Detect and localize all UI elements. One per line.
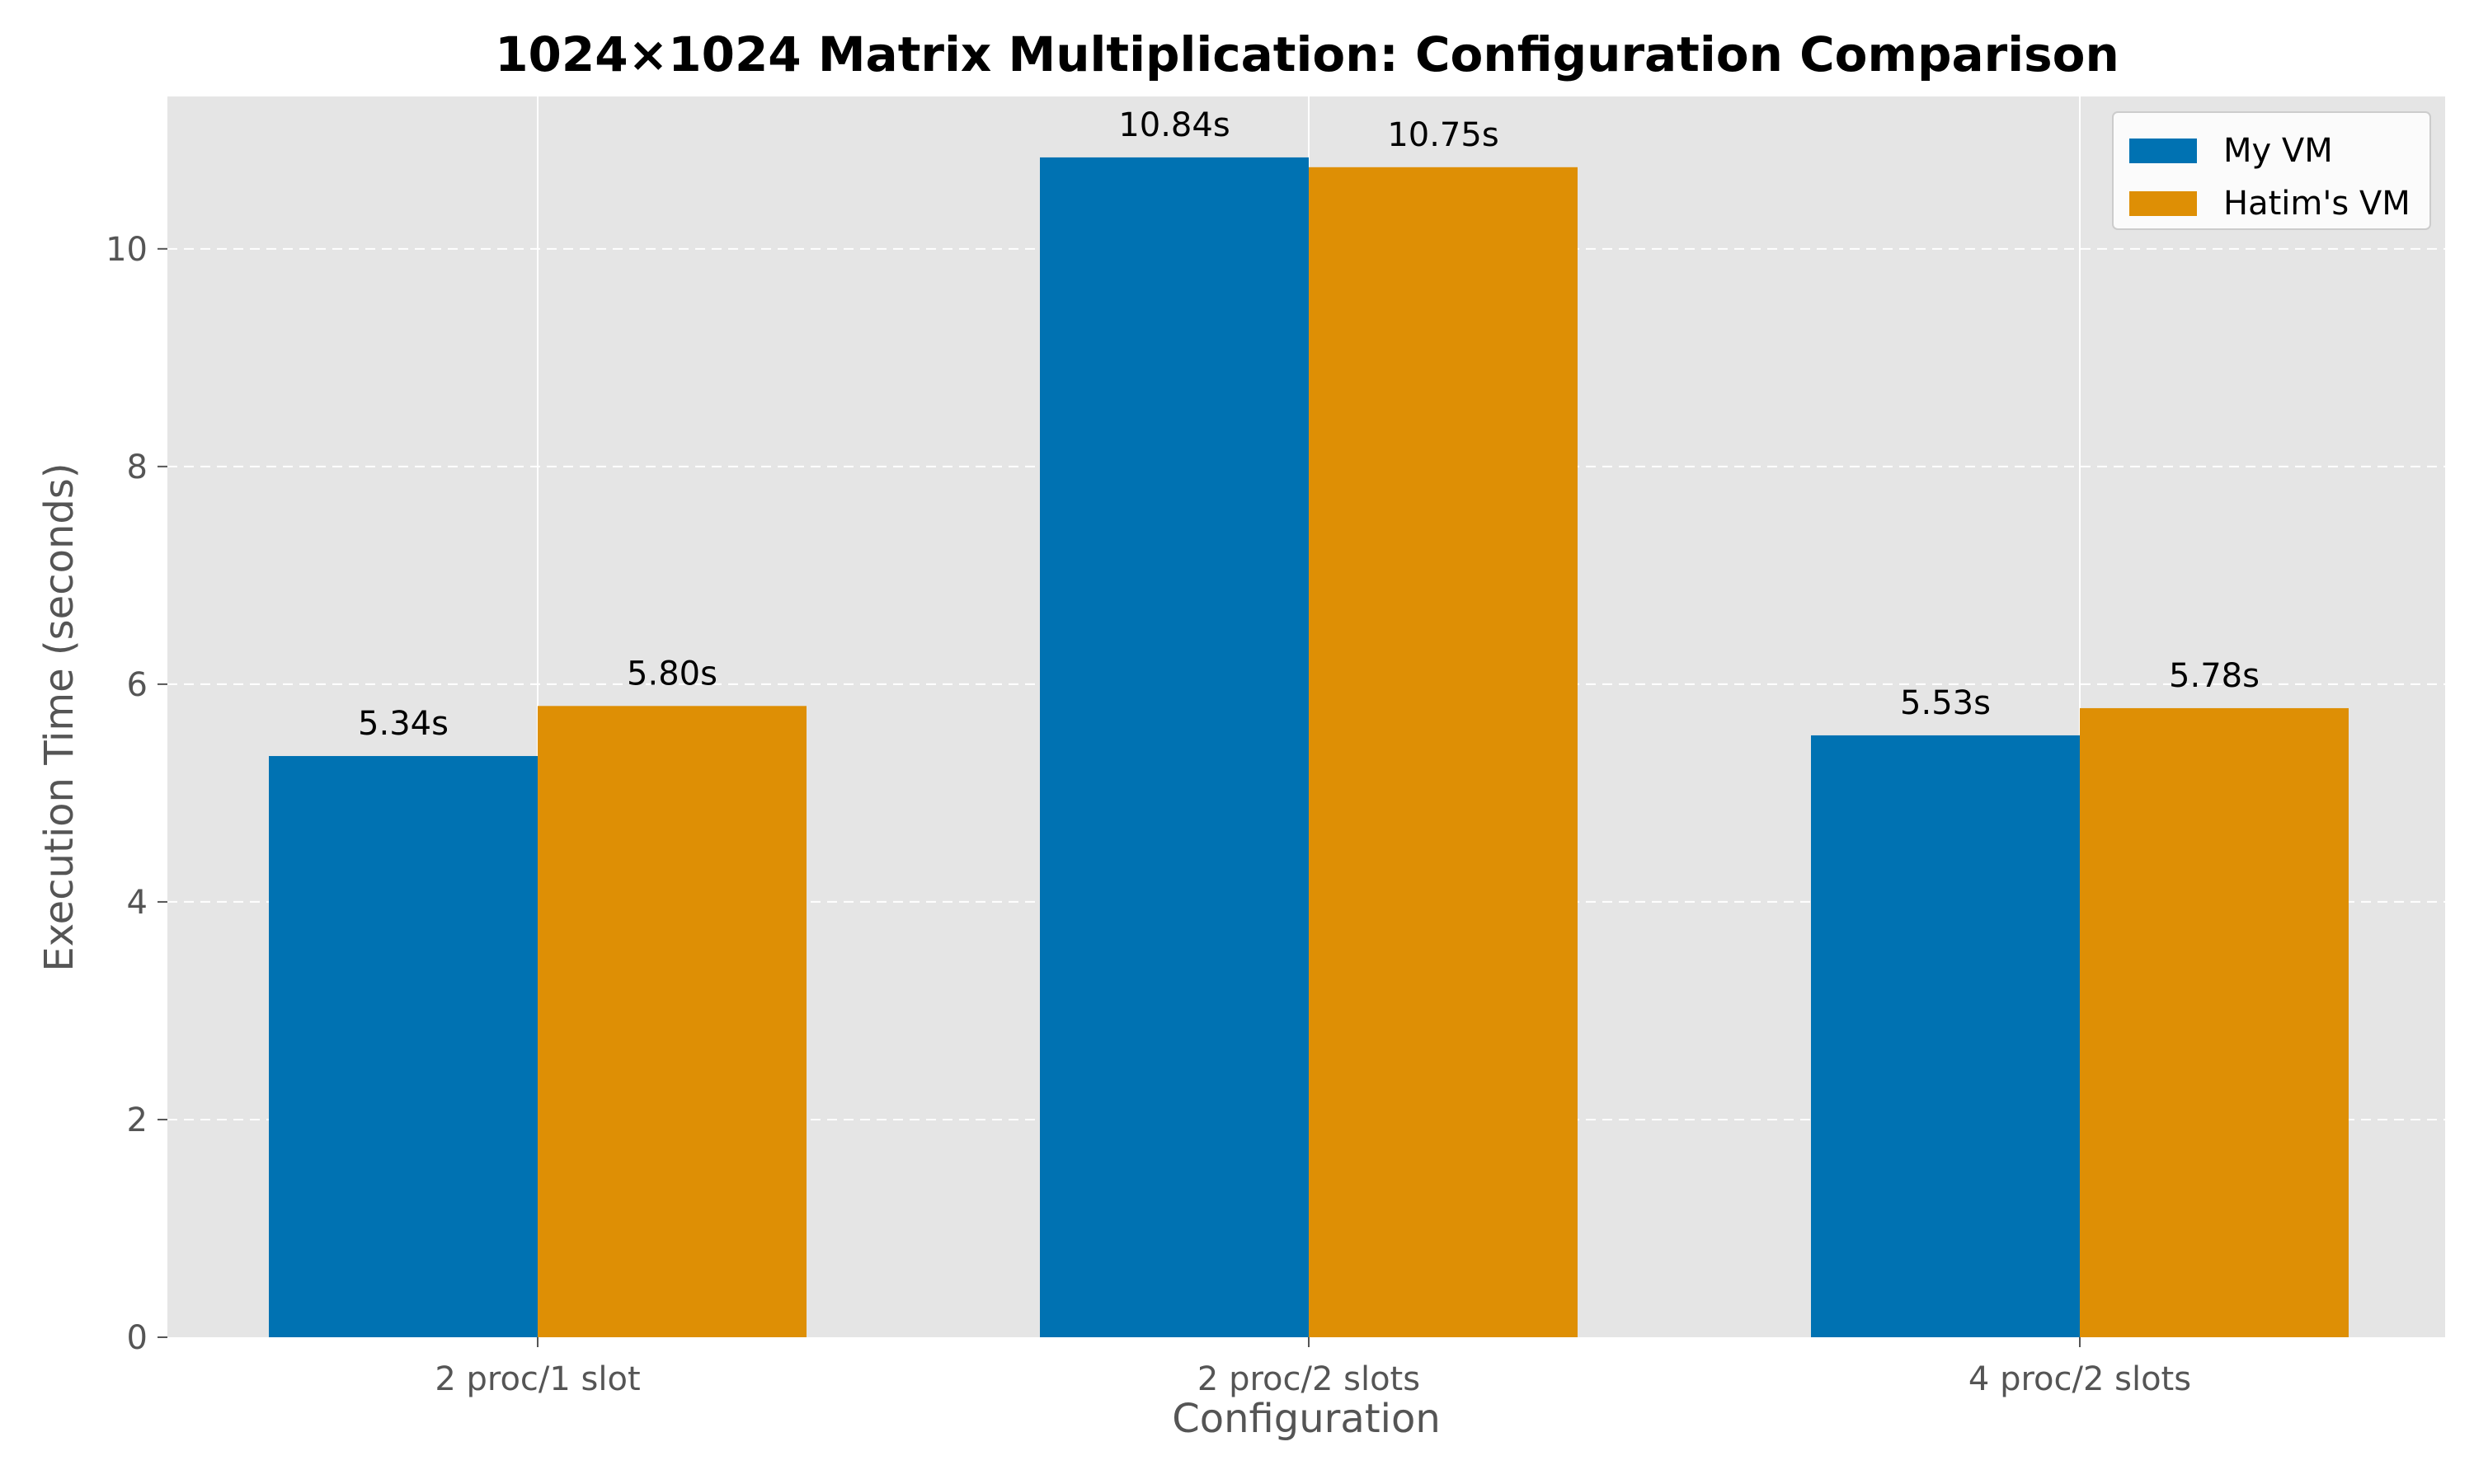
legend-entry: My VM — [2223, 132, 2333, 170]
y-tick-label: 4 — [127, 884, 148, 922]
data-label: 5.80s — [627, 655, 717, 693]
x-axis: 2 proc/1 slot 2 proc/2 slots 4 proc/2 slot… — [435, 1337, 2191, 1398]
data-label: 10.84s — [1118, 106, 1230, 144]
y-tick-label: 2 — [127, 1101, 148, 1139]
bar — [1040, 157, 1309, 1338]
legend-swatch — [2129, 191, 2197, 216]
x-axis-label: Configuration — [1172, 1396, 1441, 1442]
data-label: 5.34s — [358, 705, 449, 743]
y-axis: 0 2 4 6 8 10 — [106, 231, 167, 1357]
data-label: 10.75s — [1387, 116, 1498, 154]
chart-title: 1024×1024 Matrix Multiplication: Configu… — [495, 26, 2119, 82]
y-tick-label: 10 — [106, 231, 148, 269]
y-tick-label: 0 — [127, 1319, 148, 1357]
bar — [2080, 707, 2349, 1337]
bars — [269, 157, 2349, 1338]
y-axis-label: Execution Time (seconds) — [36, 463, 82, 971]
legend: My VM Hatim's VM — [2112, 111, 2431, 230]
legend-swatch — [2129, 139, 2197, 163]
data-label: 5.78s — [2169, 657, 2260, 695]
y-tick-label: 6 — [127, 666, 148, 704]
bar — [1811, 735, 2080, 1337]
data-label: 5.53s — [1900, 684, 1991, 722]
legend-entry: Hatim's VM — [2223, 185, 2411, 223]
x-tick-label: 2 proc/1 slot — [435, 1360, 640, 1398]
x-tick-label: 4 proc/2 slots — [1968, 1360, 2191, 1398]
bar — [538, 706, 807, 1337]
x-tick-label: 2 proc/2 slots — [1197, 1360, 1420, 1398]
y-tick-label: 8 — [127, 448, 148, 486]
data-labels: 5.34s 10.84s 5.53s 5.80s 10.75s 5.78s — [358, 106, 2260, 743]
bar — [1309, 167, 1578, 1337]
bar — [269, 756, 538, 1337]
